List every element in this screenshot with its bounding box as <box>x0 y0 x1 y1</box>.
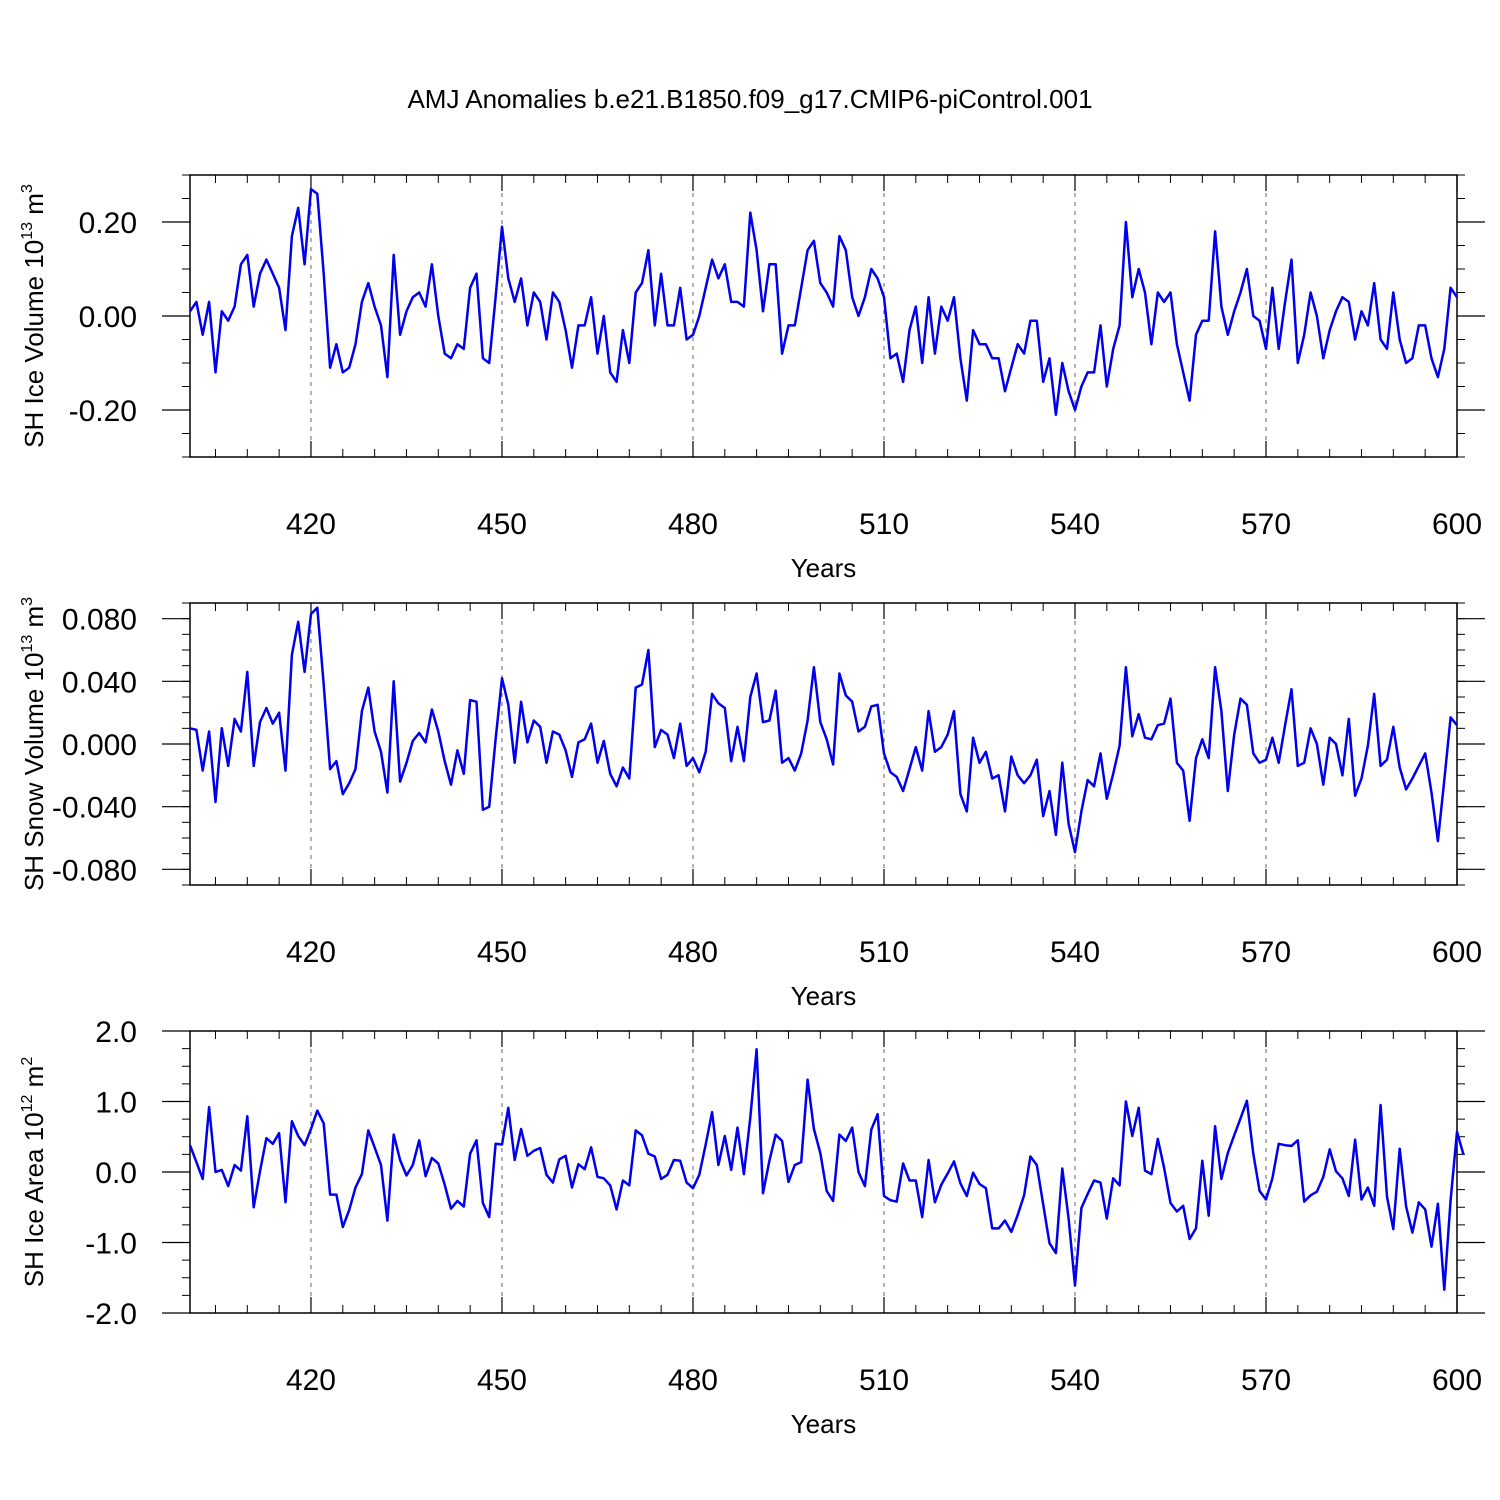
x-tick-label: 450 <box>477 508 527 541</box>
x-tick-label: 540 <box>1050 936 1100 969</box>
x-tick-label: 450 <box>477 1364 527 1397</box>
y-tick-label: -1.0 <box>85 1228 137 1261</box>
axes-frame <box>189 602 1458 886</box>
y-axis-label-unit: m <box>19 606 49 635</box>
x-tick-label: 570 <box>1241 1364 1291 1397</box>
series-line <box>188 187 1459 416</box>
y-axis-label-unit-exponent: 2 <box>19 1057 36 1066</box>
x-tick-label: 570 <box>1241 508 1291 541</box>
y-axis-label-text: SH Snow Volume 10 <box>19 653 49 891</box>
y-tick-label: -2.0 <box>85 1298 137 1331</box>
x-tick-label: 480 <box>668 1364 718 1397</box>
y-axis-label-exponent: 12 <box>19 1094 36 1112</box>
x-tick-label: 450 <box>477 936 527 969</box>
y-axis-label: SH Ice Area 1012 m2 <box>19 1057 49 1288</box>
ice-area-panel: 420 450 480 510 540 570 600 2.0 1.0 0.0 -1.0 -2.0 Ye… <box>19 1016 1485 1439</box>
x-tick-label: 600 <box>1432 1364 1482 1397</box>
x-tick-label: 570 <box>1241 936 1291 969</box>
x-tick-label: 600 <box>1432 508 1482 541</box>
figure-title: AMJ Anomalies b.e21.B1850.f09_g17.CMIP6-… <box>407 84 1093 114</box>
axes-frame <box>189 174 1458 458</box>
y-tick-label: 0.00 <box>79 301 137 334</box>
x-tick-label: 420 <box>286 1364 336 1397</box>
y-tick-label: 0.0 <box>95 1157 137 1190</box>
y-axis-label-unit: m <box>19 193 49 222</box>
x-tick-label: 420 <box>286 936 336 969</box>
y-tick-label: 0.080 <box>62 604 137 637</box>
y-tick-label: 1.0 <box>95 1087 137 1120</box>
y-axis-label: SH Ice Volume 1013 m3 <box>19 184 49 448</box>
x-tick-label: 540 <box>1050 508 1100 541</box>
x-axis-label: Years <box>791 553 857 583</box>
y-axis-label-unit-exponent: 3 <box>19 597 36 606</box>
y-tick-label: 0.040 <box>62 666 137 699</box>
x-tick-label: 510 <box>859 1364 909 1397</box>
x-tick-label: 510 <box>859 936 909 969</box>
x-tick-label: 420 <box>286 508 336 541</box>
y-axis-label-text: SH Ice Area 10 <box>19 1112 49 1287</box>
x-tick-label: 480 <box>668 936 718 969</box>
y-tick-label: -0.040 <box>52 792 137 825</box>
y-tick-label: 0.000 <box>62 729 137 762</box>
y-tick-label: -0.20 <box>69 395 137 428</box>
y-tick-label: -0.080 <box>52 854 137 887</box>
x-axis-label: Years <box>791 1409 857 1439</box>
y-axis-label-exponent: 13 <box>19 635 36 653</box>
y-tick-label: 0.20 <box>79 207 137 240</box>
x-axis-label: Years <box>791 981 857 1011</box>
y-axis-label-text: SH Ice Volume 10 <box>19 240 49 448</box>
x-tick-label: 600 <box>1432 936 1482 969</box>
y-tick-label: 2.0 <box>95 1016 137 1049</box>
y-axis-label-unit-exponent: 3 <box>19 184 36 193</box>
series-line <box>189 606 1458 854</box>
axes-frame <box>189 1030 1458 1314</box>
ice-volume-panel: 420 450 480 510 540 570 600 0.20 0.00 -0.20 Years S… <box>19 174 1485 583</box>
y-axis-label-unit: m <box>19 1066 49 1095</box>
x-tick-label: 480 <box>668 508 718 541</box>
y-axis-label: SH Snow Volume 1013 m3 <box>19 597 49 891</box>
x-tick-label: 540 <box>1050 1364 1100 1397</box>
series-line <box>188 1048 1465 1291</box>
snow-volume-panel: 420 450 480 510 540 570 600 0.080 0.040 0.000 -0.0… <box>19 597 1485 1011</box>
y-axis-label-exponent: 13 <box>19 222 36 240</box>
x-tick-label: 510 <box>859 508 909 541</box>
